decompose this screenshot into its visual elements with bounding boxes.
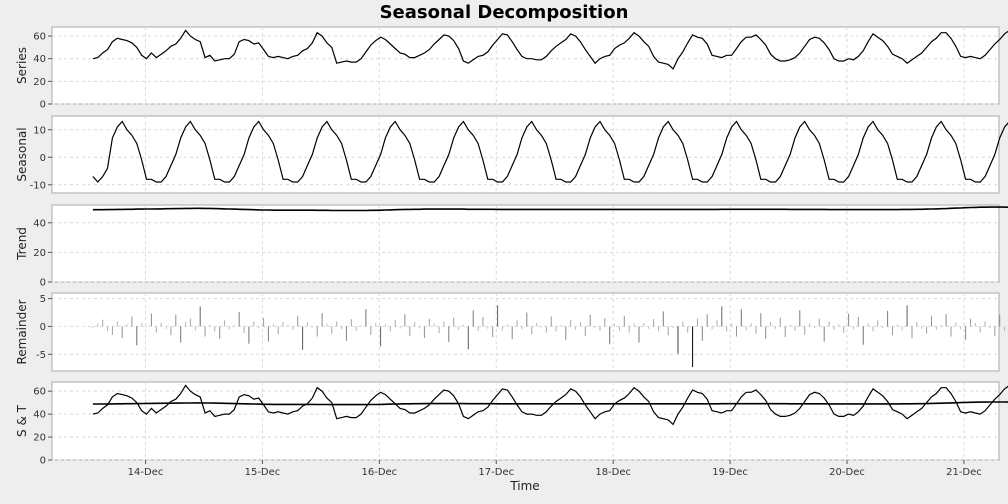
chart-title: Seasonal Decomposition <box>380 2 629 23</box>
panel-series-ytick-label-1: 20 <box>33 77 46 88</box>
x-tick-label-20-dec: 20-Dec <box>829 467 865 478</box>
x-tick-label-21-dec: 21-Dec <box>946 467 982 478</box>
panel-remainder-ytick-label-0: -5 <box>36 350 46 361</box>
panel-trend: 0 20 40 Trend <box>15 204 1008 289</box>
panel-s-t-ytick-label-3: 60 <box>33 387 46 398</box>
panel-remainder-ytick-label-1: 0 <box>40 322 46 333</box>
panel-trend-background <box>51 204 1000 283</box>
panel-s-t: 0 20 40 60 S & T <box>15 381 1008 467</box>
x-tick-label-17-dec: 17-Dec <box>478 467 514 478</box>
panel-trend-ytick-label-0: 0 <box>40 278 46 289</box>
panel-seasonal-ytick-label-0: -10 <box>30 180 46 191</box>
panel-series-background <box>51 26 1000 105</box>
x-axis-title: Time <box>509 479 539 493</box>
panel-seasonal-ytick-label-2: 10 <box>33 125 46 136</box>
panel-s-t-trend-line <box>92 401 1008 406</box>
panel-s-t-series-line <box>92 384 1008 426</box>
panel-series-ytick-label-0: 0 <box>40 100 46 111</box>
panel-series: 0 20 40 60 Series <box>15 26 1008 111</box>
x-tick-label-14-dec: 14-Dec <box>128 467 164 478</box>
panels: 0 20 40 60 Series -10 0 10 Seasonal 0 20 40 Trend -5 0… <box>15 26 1008 467</box>
panel-s-t-ytick-label-1: 20 <box>33 433 46 444</box>
panel-series-ylabel: Series <box>15 47 29 84</box>
panel-remainder-background <box>51 292 1000 372</box>
panel-trend-line <box>92 206 1008 212</box>
panel-series-line <box>92 29 1008 70</box>
x-tick-label-16-dec: 16-Dec <box>362 467 398 478</box>
panel-seasonal: -10 0 10 Seasonal <box>15 115 1008 194</box>
x-tick-label-19-dec: 19-Dec <box>712 467 748 478</box>
panel-remainder: -5 0 5 Remainder <box>15 292 1006 372</box>
panel-s-t-background <box>51 381 1000 461</box>
panel-s-t-ytick-label-0: 0 <box>40 456 46 467</box>
panel-trend-ytick-label-1: 20 <box>33 248 46 259</box>
panel-series-ytick-label-2: 40 <box>33 54 46 65</box>
panel-seasonal-ytick-label-1: 0 <box>40 153 46 164</box>
panel-s-t-ylabel: S & T <box>15 404 29 437</box>
panel-s-t-ytick-label-2: 40 <box>33 410 46 421</box>
panel-remainder-ylabel: Remainder <box>15 299 29 364</box>
panel-trend-ytick-label-2: 40 <box>33 218 46 229</box>
x-tick-label-15-dec: 15-Dec <box>245 467 281 478</box>
panel-remainder-ytick-label-2: 5 <box>40 294 46 305</box>
x-tick-label-18-dec: 18-Dec <box>595 467 631 478</box>
panel-seasonal-ylabel: Seasonal <box>15 127 29 181</box>
panel-series-ytick-label-3: 60 <box>33 32 46 43</box>
x-axis: 14-Dec 15-Dec 16-Dec 17-Dec 18-Dec 19-Dec 20-D… <box>128 460 982 478</box>
panel-trend-ylabel: Trend <box>15 227 29 261</box>
panel-seasonal-line <box>92 120 1008 183</box>
